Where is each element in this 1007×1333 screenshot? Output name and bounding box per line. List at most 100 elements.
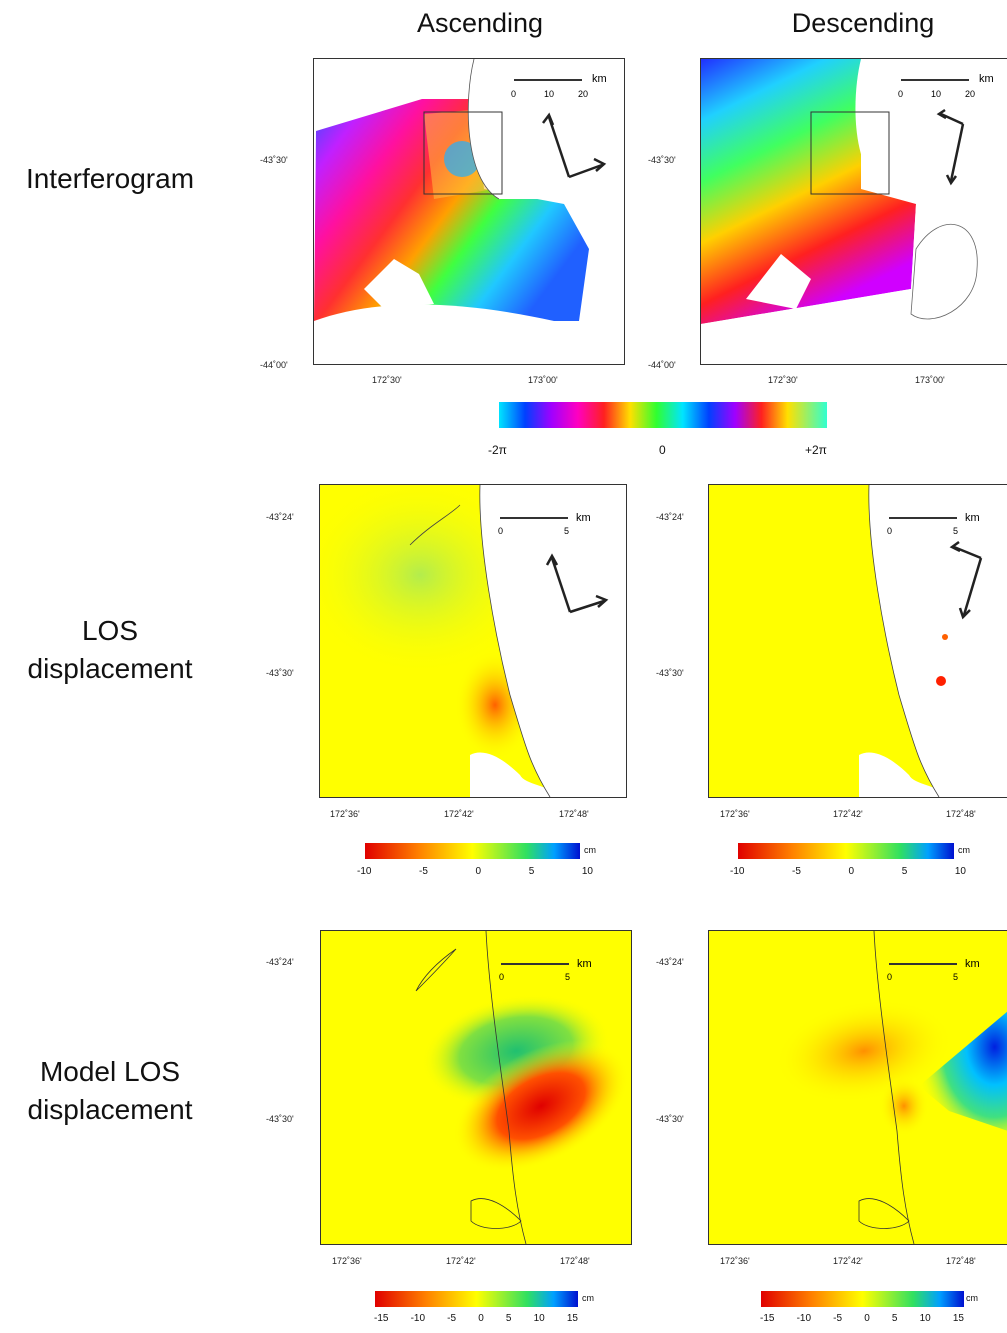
- descending-los-colorbar-gradient: [738, 843, 954, 859]
- descending-scale-tick-0: 0: [898, 89, 903, 99]
- phase-colorbar-mid: 0: [659, 443, 666, 457]
- ascending-los-cbar-tick: 10: [581, 866, 593, 877]
- descending-model-blue-lobe: [919, 1011, 1007, 1131]
- ascending-model-coastline: [485, 931, 527, 1244]
- descending-model-colorbar-gradient: [761, 1291, 964, 1307]
- descending-los-scale-tick-0: 0: [887, 526, 892, 536]
- asc-r2-lon-0: 172˚36': [330, 809, 360, 819]
- ascending-coastline: [467, 59, 500, 200]
- ascending-los-map: km 0 5: [319, 484, 627, 798]
- ascending-model-cbar-tick: 10: [533, 1313, 545, 1324]
- descending-los-svg: km 0 5: [709, 485, 1007, 797]
- ascending-sea-area: [468, 59, 624, 199]
- desc-r3-lon-2: 172˚48': [946, 1256, 976, 1266]
- ascending-scale-tick-2: 20: [578, 89, 588, 99]
- ascending-scale-unit: km: [592, 73, 607, 85]
- ascending-los-cbar-tick: -5: [419, 866, 428, 877]
- asc-r3-lon-0: 172˚36': [332, 1256, 362, 1266]
- descending-los-scale-unit: km: [965, 512, 980, 524]
- phase-colorbar-gradient: [499, 402, 827, 428]
- ascending-los-colorbar: [365, 843, 580, 859]
- descending-los-coastline: [868, 485, 940, 797]
- asc-r3-lat-bottom: -43˚30': [266, 1114, 294, 1124]
- ascending-model-cbar-tick: -15: [374, 1313, 389, 1324]
- ascending-los-colorbar-ticks: -10 -5 0 5 10: [357, 866, 593, 877]
- descending-phase-fringes: [701, 59, 916, 324]
- desc-r1-lat-bottom: -44˚00': [648, 360, 676, 370]
- descending-los-cbar-tick: 0: [848, 866, 855, 877]
- ascending-zoom-box: [423, 111, 503, 195]
- phase-colorbar-svg: [499, 402, 827, 428]
- ascending-scale-tick-1: 10: [544, 89, 554, 99]
- descending-scale-tick-1: 10: [931, 89, 941, 99]
- row-label-los-line1: LOS: [81, 615, 139, 646]
- descending-scale-unit: km: [979, 73, 994, 85]
- row-label-model-line2: displacement: [27, 1094, 193, 1125]
- ascending-los-cbar-tick: -10: [357, 866, 372, 877]
- ascending-model-scale-tick-1: 5: [565, 972, 570, 982]
- desc-r1-lat-top: -43˚30': [648, 155, 676, 165]
- descending-model-cbar-tick: 15: [952, 1313, 964, 1324]
- ascending-lake: [364, 259, 434, 309]
- descending-interferogram-svg: km 0 10 20: [701, 59, 1007, 364]
- desc-r2-lon-0: 172˚36': [720, 809, 750, 819]
- ascending-los-coastline: [479, 485, 551, 797]
- descending-los-colorbar-svg: [738, 843, 954, 859]
- desc-r2-lon-2: 172˚48': [946, 809, 976, 819]
- ascending-model-cbar-tick: -5: [447, 1313, 457, 1324]
- descending-model-estuary: [858, 1198, 910, 1229]
- column-title-ascending: Ascending: [416, 8, 544, 38]
- descending-zoom-box: [810, 111, 890, 195]
- descending-model-colorbar-ticks: -15 -10 -5 0 5 10 15: [760, 1313, 964, 1324]
- descending-lake: [746, 254, 811, 309]
- descending-model-colorbar: [761, 1291, 964, 1307]
- descending-model-cbar-tick: -5: [833, 1313, 843, 1324]
- asc-r2-lat-bottom: -43˚30': [266, 668, 294, 678]
- descending-model-cbar-tick: 10: [919, 1313, 931, 1324]
- descending-los-sea: [868, 485, 1007, 797]
- ascending-model-scale-unit: km: [577, 958, 592, 970]
- descending-model-cbar-tick: -10: [796, 1313, 812, 1324]
- ascending-los-colorbar-svg: [365, 843, 580, 859]
- ascending-model-svg: km 0 5: [321, 931, 631, 1244]
- ascending-scale-tick-0: 0: [511, 89, 516, 99]
- asc-r1-lat-top: -43˚30': [260, 155, 288, 165]
- descending-model-colorbar-unit: cm: [966, 1293, 978, 1303]
- ascending-los-cbar-tick: 5: [528, 866, 535, 877]
- descending-model-colorbar-svg: [761, 1291, 964, 1307]
- desc-r3-lat-top: -43˚24': [656, 957, 684, 967]
- descending-model-scale-tick-1: 5: [953, 972, 958, 982]
- ascending-model-cbar-tick: 0: [478, 1313, 484, 1324]
- descending-los-colorbar: [738, 843, 954, 859]
- ascending-interferogram-map: km 0 10 20: [313, 58, 625, 365]
- desc-r3-lat-bottom: -43˚30': [656, 1114, 684, 1124]
- descending-los-look-arrows-icon: [949, 540, 983, 620]
- ascending-sea-south: [314, 304, 624, 364]
- asc-r2-lon-1: 172˚42': [444, 809, 474, 819]
- descending-los-colorbar-ticks: -10 -5 0 5 10: [730, 866, 966, 877]
- ascending-look-arrows-icon: [542, 112, 607, 179]
- column-title-descending: Descending: [791, 8, 935, 38]
- descending-los-cbar-tick: -10: [730, 866, 745, 877]
- asc-r3-lon-2: 172˚48': [560, 1256, 590, 1266]
- ascending-los-scale-tick-1: 5: [564, 526, 569, 536]
- descending-model-scale-tick-0: 0: [887, 972, 892, 982]
- ascending-model-inlet: [415, 948, 457, 992]
- desc-r2-lat-top: -43˚24': [656, 512, 684, 522]
- ascending-model-cbar-tick: 5: [505, 1313, 512, 1324]
- ascending-model-colorbar: [375, 1291, 578, 1307]
- ascending-model-colorbar-svg: [375, 1291, 578, 1307]
- descending-model-scale-unit: km: [965, 958, 980, 970]
- descending-los-estuary: [859, 752, 947, 797]
- descending-los-colorbar-unit: cm: [958, 845, 970, 855]
- asc-r2-lon-2: 172˚48': [559, 809, 589, 819]
- ascending-model-cbar-tick: -10: [410, 1313, 426, 1324]
- asc-r1-lat-bottom: -44˚00': [260, 360, 288, 370]
- ascending-los-estuary: [470, 752, 558, 797]
- descending-model-cbar-tick: -15: [760, 1313, 775, 1324]
- row-label-los-line2: displacement: [27, 653, 193, 684]
- ascending-los-scale-tick-0: 0: [498, 526, 503, 536]
- descending-los-cbar-tick: -5: [792, 866, 801, 877]
- ascending-los-colorbar-unit: cm: [584, 845, 596, 855]
- ascending-model-map: km 0 5: [320, 930, 632, 1245]
